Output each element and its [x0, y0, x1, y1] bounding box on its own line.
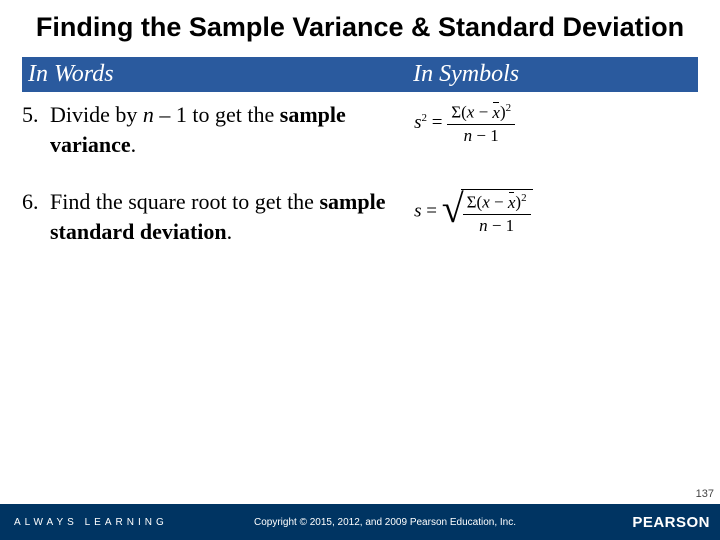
- text-prefix: Divide by: [50, 102, 143, 127]
- item-number: 5.: [22, 100, 50, 159]
- item-number: 6.: [22, 187, 50, 246]
- item-text: Divide by n – 1 to get the sample varian…: [50, 100, 414, 159]
- page-number: 137: [696, 488, 714, 500]
- header-symbols: In Symbols: [413, 61, 692, 88]
- slide: { "title": "Finding the Sample Variance …: [0, 0, 720, 540]
- text-prefix: Find the square root to get the: [50, 189, 319, 214]
- words-column: 5. Divide by n – 1 to get the sample var…: [22, 100, 414, 159]
- symbols-column: s = √ Σ(x − x)2 n − 1: [414, 187, 698, 236]
- text-suffix: .: [131, 132, 137, 157]
- item-text: Find the square root to get the sample s…: [50, 187, 414, 246]
- list-item: 5. Divide by n – 1 to get the sample var…: [22, 100, 698, 159]
- words-column: 6. Find the square root to get the sampl…: [22, 187, 414, 246]
- text-mid: – 1 to get the: [154, 102, 280, 127]
- stddev-formula: s = √ Σ(x − x)2 n − 1: [414, 189, 698, 236]
- footer-logo: PEARSON: [580, 514, 720, 531]
- footer-copyright: Copyright © 2015, 2012, and 2009 Pearson…: [190, 517, 580, 528]
- text-suffix: .: [227, 219, 233, 244]
- variance-formula: s2 = Σ(x − x)2 n − 1: [414, 102, 698, 146]
- text-var: n: [143, 102, 154, 127]
- footer-tagline: ALWAYS LEARNING: [0, 517, 190, 528]
- symbols-column: s2 = Σ(x − x)2 n − 1: [414, 100, 698, 146]
- footer-bar: ALWAYS LEARNING Copyright © 2015, 2012, …: [0, 504, 720, 540]
- header-words: In Words: [28, 61, 413, 88]
- column-header-bar: In Words In Symbols: [22, 57, 698, 92]
- page-title: Finding the Sample Variance & Standard D…: [0, 0, 720, 43]
- content-area: 5. Divide by n – 1 to get the sample var…: [22, 100, 698, 247]
- list-item: 6. Find the square root to get the sampl…: [22, 187, 698, 246]
